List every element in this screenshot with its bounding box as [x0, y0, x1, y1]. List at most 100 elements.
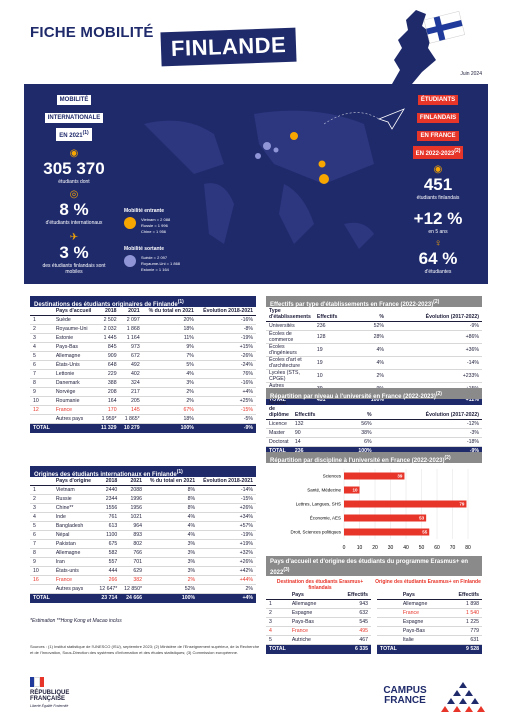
bar — [344, 500, 467, 508]
table-cell — [377, 617, 400, 627]
table-cell: 24 666 — [120, 593, 146, 603]
table-cell: 4% — [145, 521, 199, 531]
table-row: Écoles d'ingénieurs 19 4% +36% — [266, 343, 482, 357]
legend-inbound-item: Chine = 1 956 — [141, 229, 167, 234]
table-cell: 38% — [339, 428, 375, 438]
cf-line1: CAMPUS — [383, 685, 427, 696]
table-cell: 382 — [120, 575, 146, 585]
column-header — [266, 591, 289, 600]
legend-outbound: Mobilité sortante Suède = 2 097 Royaume-… — [124, 246, 244, 273]
kpi-left-tag2: INTERNATIONALE — [44, 113, 104, 123]
legend-inbound-item: Vietnam = 2 088 — [141, 217, 171, 222]
table-cell: 4% — [145, 530, 199, 540]
bar-value-label: 39 — [397, 474, 403, 479]
table-cell: -14% — [198, 485, 256, 495]
rf-line2: FRANÇAISE — [30, 696, 66, 702]
table-cell: 1 868 — [119, 324, 143, 334]
x-tick-label: 80 — [465, 545, 471, 551]
column-header: Évolution (2017-2022) — [374, 399, 482, 420]
table-cell: 2 502 — [96, 315, 120, 325]
table-cell: 388 — [96, 378, 120, 388]
table-cell: Suède — [52, 315, 97, 325]
table-cell: 8 — [30, 378, 53, 388]
table-cell: 8% — [145, 485, 199, 495]
table-cell: 495 — [332, 626, 371, 636]
table-cell: France — [52, 405, 97, 415]
table-row: 10 Roumanie 164 205 2% +25% — [30, 396, 256, 406]
table-cell: Roumanie — [52, 396, 97, 406]
table-cell: 2 097 — [119, 315, 143, 325]
bar-value-label: 55 — [422, 530, 428, 535]
table-cell: 12 850* — [120, 584, 146, 594]
table-cell: 128 — [313, 330, 357, 344]
category-label: Économie, AES — [310, 515, 341, 521]
table-cell: 6 — [30, 360, 53, 370]
column-header: 2018 — [95, 477, 121, 486]
table-cell: 18% — [142, 414, 197, 424]
erasmus-destinations-table: Pays Effectifs 1 Allemagne 943 2 Espagne 632 3 P… — [266, 591, 371, 654]
column-header: Type d'établissements — [266, 307, 314, 322]
table-row: France 1 540 — [377, 608, 482, 618]
column-header: % — [356, 307, 388, 322]
category-label: Santé, Médecine — [307, 488, 341, 493]
x-tick-label: 50 — [419, 545, 425, 551]
table-row: 12 France 170 145 67% -15% — [30, 405, 256, 415]
table-row: 3 Estonie 1 445 1 164 11% -19% — [30, 333, 256, 343]
table-cell: 229 — [96, 369, 120, 379]
kpi-right-tag2: FINLANDAIS — [416, 113, 460, 123]
column-header: Évolution 2018-2021 — [196, 307, 256, 316]
kpi-left-panel: MOBILITÉ INTERNATIONALE EN 2021(1) ◉ 305… — [24, 88, 124, 275]
table-cell: Autres pays — [52, 414, 97, 424]
table-cell: 208 — [96, 387, 120, 397]
discipline-bar-chart: 0 10 20 30 40 50 60 70 80 Sciences 39 Santé, Médeci… — [290, 469, 471, 551]
origins-table: Pays d'origine 2018 2021% du total en 2021… — [30, 477, 256, 603]
table-cell — [52, 423, 97, 433]
x-tick-label: 40 — [403, 545, 409, 551]
table-cell: 52% — [356, 321, 388, 331]
kpi-right-tag1: ÉTUDIANTS — [417, 95, 459, 105]
table-cell: Autriche — [288, 635, 333, 645]
total-row: TOTAL 9 528 — [377, 644, 482, 654]
pct-mobile: 3 % — [59, 243, 89, 262]
table-cell: 1021 — [120, 512, 146, 522]
table-cell: 4% — [356, 343, 388, 357]
table-cell: -26% — [196, 351, 256, 361]
table-cell — [399, 644, 444, 654]
students-icon: ◉ — [69, 148, 79, 159]
levels-table: Niveau de diplôme Effectifs% Évolution (20… — [266, 399, 482, 456]
growth-5y: +12 % — [413, 209, 463, 228]
table-row: 5 Autriche 467 — [266, 635, 371, 645]
table-row: 7 Pakistan 675 802 3% +19% — [30, 539, 256, 549]
table-row: 9 Iran 557 701 3% +26% — [30, 557, 256, 567]
table-cell: Autres pays — [52, 584, 96, 594]
erasmus-panel: Pays d'accueil et d'origine des étudiant… — [266, 556, 482, 654]
table-cell: 7 — [30, 539, 53, 549]
table-cell: Pakistan — [52, 539, 96, 549]
table-row: Universités 236 52% -9% — [266, 321, 482, 331]
table-cell: France — [288, 626, 333, 636]
kpi-left-tag1: MOBILITÉ — [56, 95, 92, 105]
column-header: % du total en 2021 — [145, 477, 199, 486]
table-cell: 100% — [145, 593, 199, 603]
table-cell: -16% — [196, 315, 256, 325]
table-row: Lycées (STS, CPGE) 10 2% +233% — [266, 369, 482, 383]
table-cell: 4% — [356, 356, 388, 370]
table-row: 10 États-unis 444 629 3% +42% — [30, 566, 256, 576]
table-cell: Espagne — [288, 608, 333, 618]
table-cell: 3% — [145, 557, 199, 567]
campus-france-logo: CAMPUS FRANCE — [380, 680, 490, 714]
column-header: % du total en 2021 — [142, 307, 197, 316]
legend-outbound-item: Estonie = 1 164 — [141, 267, 169, 272]
table-cell: Chine** — [52, 503, 96, 513]
table-cell: 12 — [30, 405, 53, 415]
table-cell: 2 — [30, 324, 53, 334]
table-cell: -18% — [374, 437, 482, 447]
table-row: 8 Allemagne 582 766 3% +32% — [30, 548, 256, 558]
table-cell: 557 — [95, 557, 121, 567]
table-cell: 675 — [95, 539, 121, 549]
table-cell: 236 — [313, 321, 357, 331]
table-cell: 631 — [443, 635, 482, 645]
table-cell — [377, 599, 400, 609]
dot-vietnam — [319, 174, 329, 184]
table-row: 5 Bangladesh 613 964 4% +57% — [30, 521, 256, 531]
